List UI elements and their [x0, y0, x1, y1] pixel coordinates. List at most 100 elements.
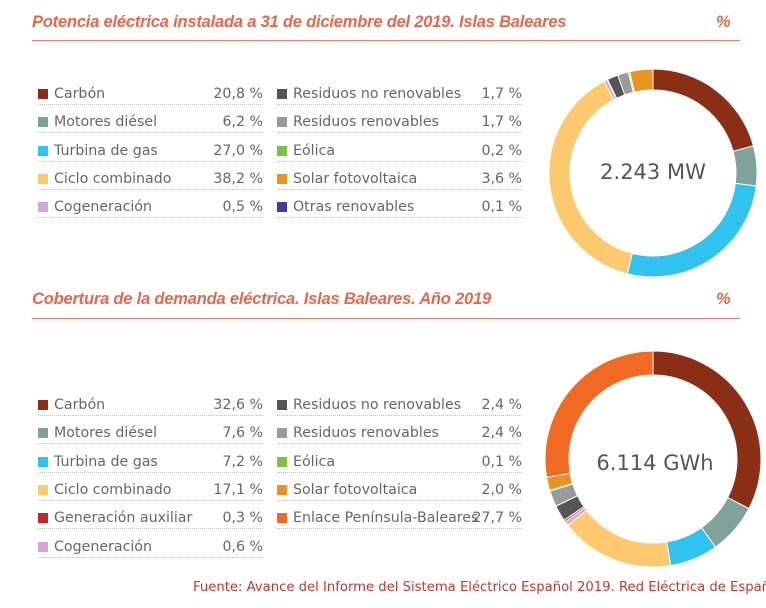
legend-label: Cogeneración: [54, 538, 152, 555]
legend-item-motores-diesel: Motores diésel 7,6 %: [38, 422, 263, 445]
legend-swatch: [38, 541, 48, 552]
legend-row-divider: [38, 188, 263, 190]
legend-value: 2,4 %: [481, 425, 522, 442]
legend-value: 1,7 %: [481, 114, 522, 131]
source-note: Fuente: Avance del Informe del Sistema E…: [193, 580, 766, 595]
chart2-center-label: 6.114 GWh: [596, 451, 714, 475]
legend-row-divider: [38, 103, 263, 105]
slice-turbina-de-gas: [626, 182, 757, 278]
legend-swatch: [38, 89, 48, 99]
slice-enlace-peninsula-baleares: [544, 350, 654, 478]
legend-row-divider: [38, 556, 263, 558]
legend-swatch: [38, 400, 48, 410]
legend-row-divider: [38, 442, 263, 445]
legend-label: Otras renovables: [293, 199, 415, 216]
legend-value: 0,5 %: [222, 199, 263, 216]
legend-label: Turbina de gas: [54, 453, 158, 470]
legend-value: 2,0 %: [481, 481, 522, 498]
legend-label: Turbina de gas: [54, 142, 158, 159]
legend-swatch: [277, 513, 287, 524]
chart1-title: Potencia eléctrica instalada a 31 de dic…: [32, 13, 567, 31]
legend-value: 32,6 %: [213, 397, 263, 413]
legend-swatch: [38, 202, 48, 213]
chart2-donut: [544, 350, 762, 568]
legend-value: 20,8 %: [213, 86, 263, 102]
legend-swatch: [38, 428, 48, 439]
legend-label: Generación auxiliar: [54, 510, 193, 527]
legend-value: 6,2 %: [222, 114, 263, 131]
chart2-title-rule: [32, 318, 740, 319]
legend-value: 38,2 %: [213, 170, 263, 187]
legend-label: Ciclo combinado: [54, 170, 172, 187]
legend-item-turbina-de-gas: Turbina de gas 27,0 %: [38, 140, 263, 162]
legend-item-ciclo-combinado: Ciclo combinado 38,2 %: [38, 168, 263, 190]
legend-swatch: [277, 117, 287, 128]
legend-item-solar-fotovoltaica: Solar fotovoltaica 2,0 %: [277, 479, 522, 501]
legend-swatch: [277, 145, 287, 156]
chart1-center-label: 2.243 MW: [600, 160, 706, 184]
legend-item-eolica: Eólica 0,2 %: [277, 140, 522, 162]
legend-item-cogeneracion: Cogeneración 0,5 %: [38, 196, 263, 219]
legend-row-divider: [277, 131, 522, 134]
legend-swatch: [277, 484, 287, 495]
legend-item-residuos-renovables: Residuos renovables 1,7 %: [277, 111, 522, 134]
legend-swatch: [38, 513, 48, 524]
chart1-unit: %: [716, 13, 731, 31]
chart2-title: Cobertura de la demanda eléctrica. Islas…: [32, 290, 491, 308]
legend-swatch: [38, 173, 48, 184]
legend-label: Eólica: [293, 453, 336, 470]
legend-row-divider: [277, 442, 522, 445]
chart2-unit: %: [716, 290, 731, 308]
legend-item-residuos-renovables: Residuos renovables 2,4 %: [277, 422, 522, 445]
legend-swatch: [277, 89, 287, 99]
legend-value: 0,3 %: [222, 510, 263, 527]
slice-solar-fotovoltaica: [629, 68, 654, 93]
legend-item-cogeneracion: Cogeneración 0,6 %: [38, 536, 263, 558]
legend-label: Ciclo combinado: [54, 481, 172, 498]
legend-value: 27,7 %: [472, 510, 522, 527]
slice-carbon: [652, 68, 755, 152]
legend-label: Carbón: [54, 86, 106, 102]
legend-item-motores-diesel: Motores diésel 6,2 %: [38, 111, 263, 134]
legend-value: 27,0 %: [213, 142, 263, 159]
legend-item-solar-fotovoltaica: Solar fotovoltaica 3,6 %: [277, 168, 522, 190]
legend-value: 0,6 %: [222, 538, 263, 555]
legend-row-divider: [277, 471, 522, 473]
legend-row-divider: [38, 499, 263, 501]
legend-row-divider: [38, 160, 263, 162]
legend-label: Residuos renovables: [293, 425, 439, 442]
legend-label: Residuos no renovables: [293, 86, 462, 102]
legend-value: 0,2 %: [481, 142, 522, 159]
legend-label: Solar fotovoltaica: [293, 481, 418, 498]
legend-label: Solar fotovoltaica: [293, 170, 418, 187]
legend-value: 1,7 %: [481, 86, 522, 102]
legend-row-divider: [277, 499, 522, 501]
legend-value: 2,4 %: [481, 397, 522, 413]
legend-value: 7,6 %: [222, 425, 263, 442]
legend-swatch: [277, 173, 287, 184]
legend-row-divider: [277, 414, 522, 416]
legend-label: Cogeneración: [54, 199, 152, 216]
slice-ciclo-combinado: [566, 509, 672, 568]
legend-swatch: [38, 145, 48, 156]
legend-label: Motores diésel: [54, 425, 158, 442]
legend-swatch: [277, 456, 287, 467]
legend-item-carbon: Carbón 20,8 %: [38, 83, 263, 105]
legend-label: Residuos renovables: [293, 114, 439, 131]
legend-label: Enlace Península-Baleares: [293, 510, 479, 527]
legend-swatch: [38, 456, 48, 467]
legend-row-divider: [277, 216, 522, 219]
legend-item-carbon: Carbón 32,6 %: [38, 394, 263, 416]
legend-row-divider: [38, 216, 263, 219]
legend-label: Motores diésel: [54, 114, 158, 131]
legend-row-divider: [38, 131, 263, 134]
legend-item-otras-renovables: Otras renovables 0,1 %: [277, 196, 522, 219]
legend-value: 0,1 %: [481, 453, 522, 470]
legend-item-eolica: Eólica 0,1 %: [277, 451, 522, 473]
chart1-title-rule: [32, 40, 740, 41]
legend-item-ciclo-combinado: Ciclo combinado 17,1 %: [38, 479, 263, 501]
legend-value: 7,2 %: [222, 453, 263, 470]
legend-row-divider: [38, 414, 263, 416]
legend-item-enlace-peninsula-baleares: Enlace Península-Baleares 27,7 %: [277, 507, 522, 530]
legend-row-divider: [277, 103, 522, 105]
